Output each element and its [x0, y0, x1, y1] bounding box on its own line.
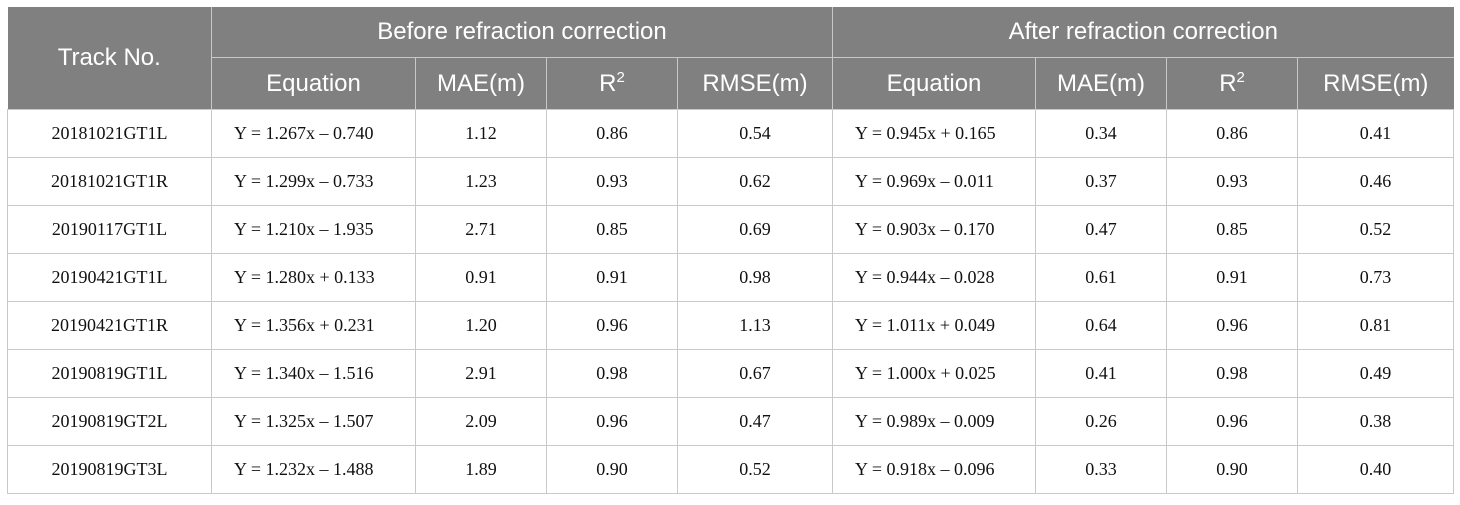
cell-after-mae: 0.37 — [1035, 157, 1168, 206]
header-before-rmse: RMSE(m) — [677, 57, 834, 110]
header-after-r2: R2 — [1166, 57, 1299, 110]
cell-before-r2: 0.96 — [546, 301, 678, 350]
cell-before-r2: 0.96 — [546, 397, 678, 446]
cell-track-no: 20190117GT1L — [7, 205, 212, 254]
table-row: 20190819GT1L Y = 1.340x – 1.516 2.91 0.98 0.… — [7, 349, 1455, 398]
cell-before-equation: Y = 1.340x – 1.516 — [211, 349, 416, 398]
cell-before-equation: Y = 1.356x + 0.231 — [211, 301, 416, 350]
cell-before-r2: 0.86 — [546, 109, 678, 158]
cell-after-rmse: 0.52 — [1297, 205, 1455, 254]
cell-track-no: 20190819GT3L — [7, 445, 212, 494]
cell-after-r2: 0.93 — [1166, 157, 1299, 206]
cell-after-equation: Y = 1.011x + 0.049 — [832, 301, 1037, 350]
cell-before-rmse: 0.67 — [676, 349, 834, 398]
cell-before-rmse: 0.98 — [676, 253, 834, 302]
cell-after-mae: 0.61 — [1035, 253, 1168, 302]
cell-after-equation: Y = 0.944x – 0.028 — [832, 253, 1037, 302]
cell-after-rmse: 0.81 — [1297, 301, 1455, 350]
header-before-equation: Equation — [211, 57, 416, 110]
cell-before-r2: 0.93 — [546, 157, 678, 206]
cell-before-rmse: 0.52 — [676, 445, 834, 494]
table-row: 20190421GT1L Y = 1.280x + 0.133 0.91 0.91 0.… — [7, 253, 1455, 302]
cell-after-equation: Y = 0.918x – 0.096 — [832, 445, 1037, 494]
cell-before-mae: 2.09 — [415, 397, 547, 446]
cell-track-no: 20181021GT1R — [7, 157, 212, 206]
cell-track-no: 20181021GT1L — [7, 109, 212, 158]
cell-after-mae: 0.34 — [1035, 109, 1168, 158]
cell-before-r2: 0.90 — [546, 445, 678, 494]
cell-before-equation: Y = 1.325x – 1.507 — [211, 397, 416, 446]
cell-before-mae: 1.12 — [415, 109, 547, 158]
cell-before-equation: Y = 1.232x – 1.488 — [211, 445, 416, 494]
table-container: Track No. Before refraction correction A… — [7, 7, 1455, 494]
cell-before-rmse: 1.13 — [676, 301, 834, 350]
table-row: 20190117GT1L Y = 1.210x – 1.935 2.71 0.85 0.… — [7, 205, 1455, 254]
cell-after-equation: Y = 0.903x – 0.170 — [832, 205, 1037, 254]
header-after-rmse: RMSE(m) — [1297, 57, 1454, 110]
header-track-no: Track No. — [7, 7, 212, 110]
cell-after-r2: 0.90 — [1166, 445, 1299, 494]
cell-track-no: 20190819GT2L — [7, 397, 212, 446]
cell-after-equation: Y = 0.969x – 0.011 — [832, 157, 1037, 206]
table-body: 20181021GT1L Y = 1.267x – 0.740 1.12 0.86 0.… — [7, 109, 1455, 494]
r-superscript: 2 — [616, 69, 625, 86]
header-before-mae: MAE(m) — [415, 57, 547, 110]
cell-after-rmse: 0.38 — [1297, 397, 1455, 446]
cell-before-equation: Y = 1.210x – 1.935 — [211, 205, 416, 254]
cell-before-r2: 0.98 — [546, 349, 678, 398]
cell-before-mae: 0.91 — [415, 253, 547, 302]
cell-after-r2: 0.96 — [1166, 301, 1299, 350]
cell-after-rmse: 0.49 — [1297, 349, 1455, 398]
cell-before-mae: 2.91 — [415, 349, 547, 398]
cell-before-rmse: 0.62 — [676, 157, 834, 206]
cell-track-no: 20190421GT1L — [7, 253, 212, 302]
cell-after-mae: 0.47 — [1035, 205, 1168, 254]
r-superscript: 2 — [1236, 69, 1245, 86]
cell-after-rmse: 0.40 — [1297, 445, 1455, 494]
cell-after-r2: 0.96 — [1166, 397, 1299, 446]
table-row: 20181021GT1R Y = 1.299x – 0.733 1.23 0.93 0.… — [7, 157, 1455, 206]
cell-before-mae: 2.71 — [415, 205, 547, 254]
cell-after-mae: 0.26 — [1035, 397, 1168, 446]
refraction-correction-table: Track No. Before refraction correction A… — [7, 7, 1455, 494]
cell-after-r2: 0.86 — [1166, 109, 1299, 158]
cell-before-rmse: 0.54 — [676, 109, 834, 158]
cell-before-mae: 1.20 — [415, 301, 547, 350]
cell-before-rmse: 0.47 — [676, 397, 834, 446]
cell-after-equation: Y = 0.989x – 0.009 — [832, 397, 1037, 446]
cell-before-rmse: 0.69 — [676, 205, 834, 254]
cell-before-equation: Y = 1.267x – 0.740 — [211, 109, 416, 158]
cell-after-rmse: 0.73 — [1297, 253, 1455, 302]
cell-after-equation: Y = 0.945x + 0.165 — [832, 109, 1037, 158]
cell-before-r2: 0.91 — [546, 253, 678, 302]
table-row: 20181021GT1L Y = 1.267x – 0.740 1.12 0.86 0.… — [7, 109, 1455, 158]
cell-before-equation: Y = 1.299x – 0.733 — [211, 157, 416, 206]
header-after-mae: MAE(m) — [1035, 57, 1168, 110]
cell-before-r2: 0.85 — [546, 205, 678, 254]
table-row: 20190819GT3L Y = 1.232x – 1.488 1.89 0.90 0.… — [7, 445, 1455, 494]
cell-before-mae: 1.89 — [415, 445, 547, 494]
cell-after-mae: 0.41 — [1035, 349, 1168, 398]
header-after-equation: Equation — [832, 57, 1037, 110]
header-before-r2: R2 — [546, 57, 678, 110]
cell-after-mae: 0.64 — [1035, 301, 1168, 350]
cell-after-r2: 0.85 — [1166, 205, 1299, 254]
cell-after-r2: 0.91 — [1166, 253, 1299, 302]
cell-after-mae: 0.33 — [1035, 445, 1168, 494]
cell-before-mae: 1.23 — [415, 157, 547, 206]
r-label: R — [599, 70, 617, 97]
cell-after-rmse: 0.41 — [1297, 109, 1455, 158]
cell-track-no: 20190421GT1R — [7, 301, 212, 350]
table-row: 20190421GT1R Y = 1.356x + 0.231 1.20 0.96 1.… — [7, 301, 1455, 350]
cell-after-r2: 0.98 — [1166, 349, 1299, 398]
cell-after-rmse: 0.46 — [1297, 157, 1455, 206]
table-row: 20190819GT2L Y = 1.325x – 1.507 2.09 0.96 0.… — [7, 397, 1455, 446]
cell-track-no: 20190819GT1L — [7, 349, 212, 398]
cell-after-equation: Y = 1.000x + 0.025 — [832, 349, 1037, 398]
header-before-correction: Before refraction correction — [211, 7, 834, 58]
r-label: R — [1219, 70, 1237, 97]
header-after-correction: After refraction correction — [832, 7, 1454, 58]
cell-before-equation: Y = 1.280x + 0.133 — [211, 253, 416, 302]
